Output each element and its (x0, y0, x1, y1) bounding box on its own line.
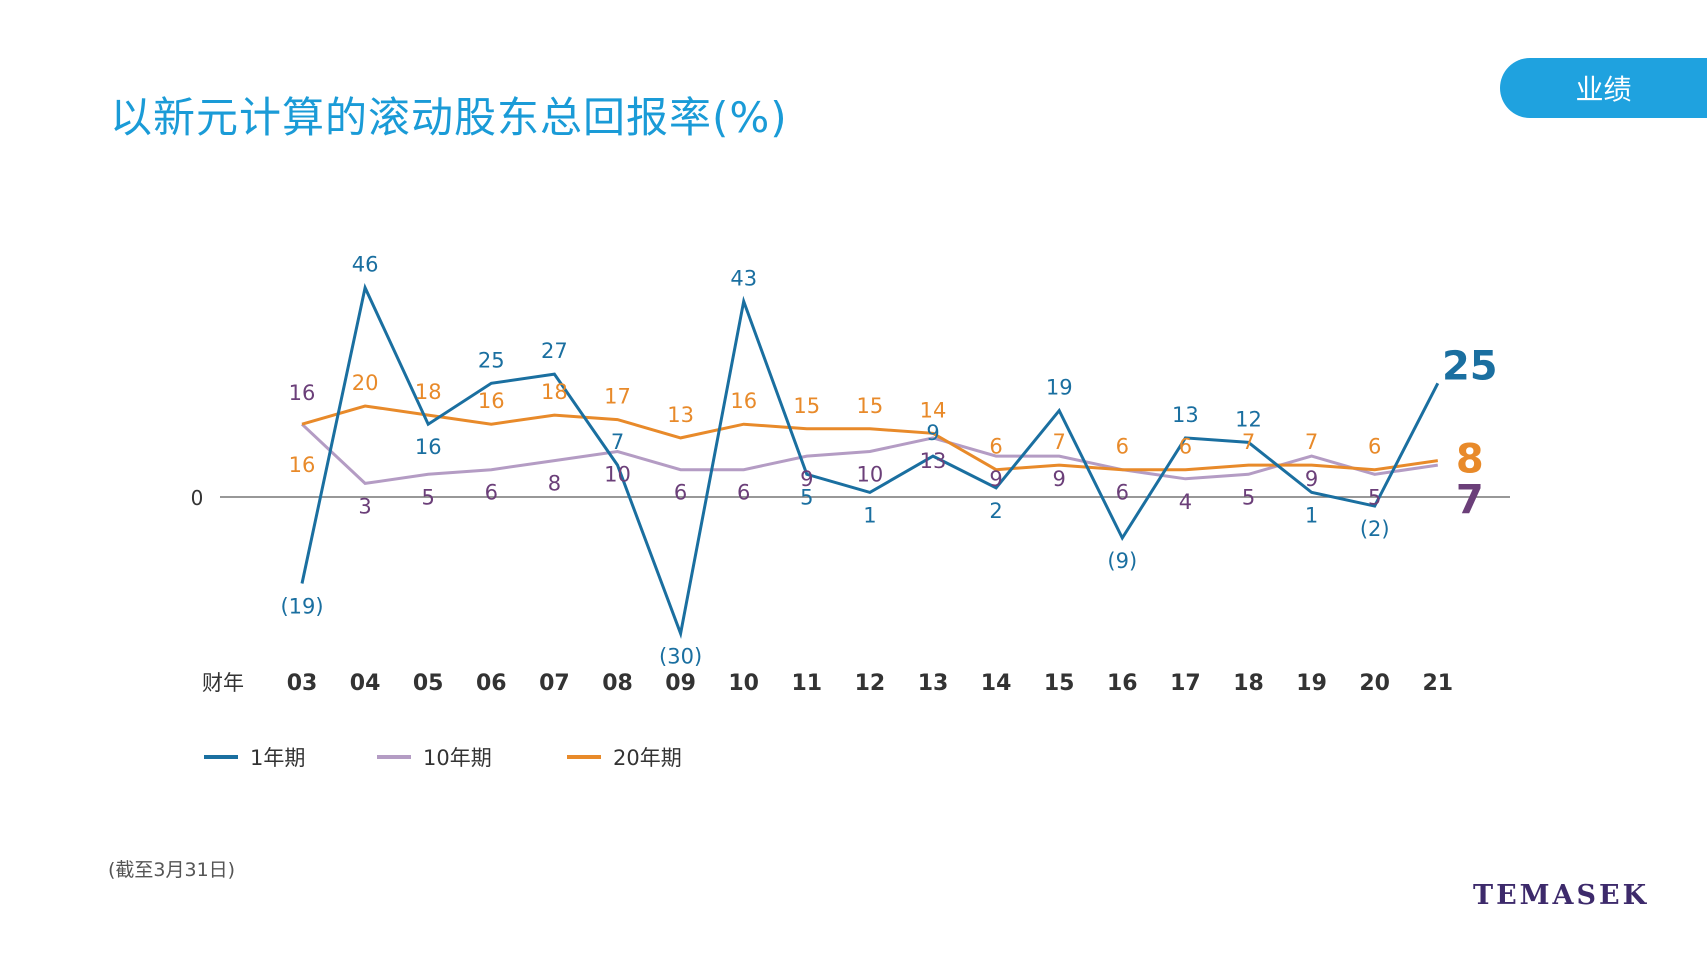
one-year-data-label: 25 (478, 348, 505, 372)
ten-year-data-label: 13 (920, 449, 947, 473)
ten-year-data-label: 3 (358, 494, 371, 518)
ten-year-data-label: 10 (604, 463, 631, 487)
twenty-year-data-label: 6 (1116, 435, 1129, 459)
x-tick-label: 05 (413, 671, 444, 696)
x-tick-label: 15 (1044, 671, 1075, 696)
twenty-year-series-line (301, 404, 1439, 472)
temasek-logo: TEMASEK (1473, 880, 1650, 911)
section-badge: 业绩 (1500, 58, 1707, 118)
ten-year-data-label: 10 (857, 463, 884, 487)
x-tick-label: 11 (791, 671, 822, 696)
twenty-year-data-label: 16 (289, 453, 316, 477)
x-axis-label: 财年 (202, 671, 244, 695)
one-year-series-line (300, 282, 1440, 640)
ten-year-data-label: 6 (485, 481, 498, 505)
x-tick-label: 07 (539, 671, 570, 696)
ten-year-data-label: 6 (737, 481, 750, 505)
ten-year-series-line (300, 423, 1439, 485)
page-title: 以新元计算的滚动股东总回报率(%) (110, 93, 788, 142)
twenty-year-data-label: 6 (1179, 435, 1192, 459)
x-tick-label: 21 (1422, 671, 1453, 696)
footnote: (截至3月31日) (108, 859, 236, 881)
ten-year-legend-label: 10年期 (423, 746, 492, 770)
ten-year-data-label: 5 (1368, 485, 1381, 509)
one-year-end-label: 25 (1442, 343, 1498, 389)
ten-year-data-label: 9 (989, 467, 1002, 491)
ten-year-data-label: 5 (422, 485, 435, 509)
twenty-year-data-label: 6 (989, 435, 1002, 459)
twenty-year-legend-label: 20年期 (613, 746, 682, 770)
one-year-data-label: 12 (1235, 407, 1262, 431)
twenty-year-data-label: 13 (667, 403, 694, 427)
twenty-year-data-label: 18 (541, 380, 568, 404)
one-year-data-label: (19) (280, 594, 323, 618)
x-tick-label: 06 (476, 671, 507, 696)
ten-year-data-label: 9 (800, 467, 813, 491)
x-tick-label: 08 (602, 671, 633, 696)
twenty-year-data-label: 15 (793, 394, 820, 418)
x-tick-label: 13 (918, 671, 949, 696)
x-tick-label: 04 (350, 671, 381, 696)
one-year-data-label: 16 (415, 435, 442, 459)
x-tick-label: 17 (1170, 671, 1201, 696)
one-year-data-label: 13 (1172, 403, 1199, 427)
ten-year-end-label: 7 (1456, 477, 1484, 523)
one-year-data-label: (30) (659, 645, 702, 669)
x-tick-label: 19 (1296, 671, 1327, 696)
twenty-year-data-label: 17 (604, 385, 631, 409)
one-year-legend-label: 1年期 (250, 746, 305, 770)
one-year-data-label: 1 (1305, 503, 1318, 527)
one-year-data-label: (2) (1360, 517, 1390, 541)
one-year-data-label: 43 (730, 266, 757, 290)
ten-year-data-label: 6 (1116, 481, 1129, 505)
twenty-year-data-label: 16 (478, 389, 505, 413)
one-year-data-label: 19 (1046, 376, 1073, 400)
one-year-data-label: 2 (989, 499, 1002, 523)
one-year-data-label: 1 (863, 503, 876, 527)
twenty-year-data-label: 7 (1305, 430, 1318, 454)
x-tick-label: 16 (1107, 671, 1138, 696)
x-tick-label: 10 (728, 671, 759, 696)
twenty-year-data-label: 7 (1242, 430, 1255, 454)
x-tick-label: 20 (1359, 671, 1390, 696)
twenty-year-data-label: 7 (1053, 430, 1066, 454)
ten-year-data-label: 8 (548, 472, 561, 496)
one-year-data-label: 5 (800, 485, 813, 509)
ten-year-data-label: 4 (1179, 490, 1192, 514)
x-tick-label: 09 (665, 671, 696, 696)
x-tick-label: 03 (287, 671, 318, 696)
one-year-data-label: 9 (926, 421, 939, 445)
one-year-data-label: 27 (541, 339, 568, 363)
twenty-year-data-label: 14 (920, 398, 947, 422)
twenty-year-data-label: 18 (415, 380, 442, 404)
one-year-data-label: 7 (611, 430, 624, 454)
zero-tick-label: 0 (191, 486, 204, 510)
x-tick-label: 18 (1233, 671, 1264, 696)
one-year-data-label: (9) (1107, 549, 1137, 573)
x-tick-label: 12 (855, 671, 886, 696)
ten-year-data-label: 9 (1053, 467, 1066, 491)
twenty-year-data-label: 20 (352, 371, 379, 395)
ten-year-data-label: 6 (674, 481, 687, 505)
ten-year-data-label: 5 (1242, 485, 1255, 509)
one-year-data-label: 46 (352, 253, 379, 277)
twenty-year-end-label: 8 (1456, 437, 1484, 483)
twenty-year-data-label: 6 (1368, 435, 1381, 459)
ten-year-data-label: 16 (289, 381, 316, 405)
ten-year-data-label: 9 (1305, 467, 1318, 491)
x-tick-label: 14 (981, 671, 1012, 696)
twenty-year-data-label: 16 (730, 389, 757, 413)
twenty-year-data-label: 15 (857, 394, 884, 418)
